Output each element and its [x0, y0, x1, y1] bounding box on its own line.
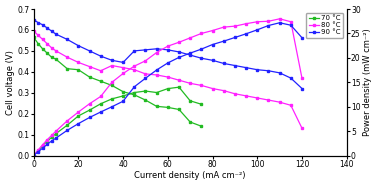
90 °C [132, 50, 136, 52]
80 °C [121, 67, 125, 69]
70 °C [188, 121, 192, 123]
Line: 80 °C: 80 °C [32, 30, 304, 130]
80 °C [232, 93, 237, 95]
90 °C [143, 49, 148, 51]
80 °C [76, 61, 81, 64]
90 °C [49, 30, 54, 32]
90 °C [98, 55, 103, 57]
80 °C [177, 79, 181, 81]
70 °C [31, 36, 36, 39]
80 °C [266, 99, 271, 101]
80 °C [222, 89, 226, 92]
80 °C [110, 64, 114, 67]
70 °C [132, 94, 136, 96]
80 °C [288, 104, 293, 106]
80 °C [188, 82, 192, 84]
70 °C [143, 99, 148, 101]
90 °C [177, 51, 181, 53]
80 °C [40, 38, 45, 41]
70 °C [49, 56, 54, 58]
90 °C [36, 22, 40, 24]
Y-axis label: Cell voltage (V): Cell voltage (V) [6, 50, 15, 115]
90 °C [232, 64, 237, 67]
80 °C [98, 70, 103, 72]
90 °C [45, 27, 49, 29]
80 °C [154, 74, 159, 76]
80 °C [166, 76, 170, 78]
90 °C [222, 62, 226, 65]
80 °C [45, 42, 49, 45]
80 °C [199, 84, 204, 86]
70 °C [154, 105, 159, 108]
90 °C [300, 87, 304, 90]
70 °C [65, 68, 70, 70]
90 °C [65, 38, 70, 41]
70 °C [177, 108, 181, 111]
90 °C [154, 48, 159, 50]
X-axis label: Current density (mA cm⁻²): Current density (mA cm⁻²) [135, 171, 246, 180]
90 °C [31, 18, 36, 21]
70 °C [45, 52, 49, 54]
80 °C [244, 95, 248, 97]
90 °C [244, 67, 248, 69]
90 °C [40, 24, 45, 26]
70 °C [54, 58, 58, 60]
90 °C [288, 77, 293, 79]
70 °C [36, 42, 40, 45]
80 °C [49, 47, 54, 49]
90 °C [277, 72, 282, 74]
90 °C [87, 50, 92, 52]
Line: 90 °C: 90 °C [32, 18, 304, 90]
90 °C [76, 45, 81, 47]
90 °C [266, 70, 271, 72]
80 °C [36, 34, 40, 36]
80 °C [87, 65, 92, 68]
70 °C [98, 80, 103, 82]
80 °C [255, 97, 260, 99]
80 °C [132, 69, 136, 71]
90 °C [255, 69, 260, 71]
90 °C [210, 59, 215, 61]
90 °C [199, 57, 204, 59]
80 °C [65, 56, 70, 58]
80 °C [31, 30, 36, 32]
90 °C [110, 59, 114, 61]
90 °C [54, 33, 58, 35]
Legend: 70 °C, 80 °C, 90 °C: 70 °C, 80 °C, 90 °C [306, 12, 343, 38]
80 °C [143, 73, 148, 75]
70 °C [110, 84, 114, 86]
70 °C [76, 69, 81, 71]
70 °C [40, 48, 45, 50]
80 °C [300, 127, 304, 129]
90 °C [121, 61, 125, 64]
80 °C [210, 87, 215, 90]
Line: 70 °C: 70 °C [32, 36, 203, 128]
70 °C [166, 106, 170, 108]
90 °C [166, 49, 170, 51]
90 °C [188, 54, 192, 56]
Y-axis label: Power density (mW cm⁻²): Power density (mW cm⁻²) [363, 28, 372, 136]
70 °C [87, 76, 92, 78]
80 °C [54, 50, 58, 52]
70 °C [121, 91, 125, 93]
80 °C [277, 101, 282, 103]
70 °C [199, 125, 204, 127]
